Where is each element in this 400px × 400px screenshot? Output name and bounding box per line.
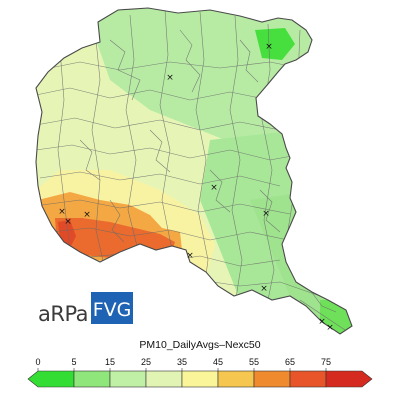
colorbar-tick-label: 25: [141, 357, 151, 367]
colorbar-segment: [253, 370, 291, 388]
colorbar-segment: [27, 370, 75, 388]
colorbar-tick-label: 65: [285, 357, 295, 367]
colorbar-tick-label: 55: [249, 357, 259, 367]
station-marker: ×: [64, 217, 72, 227]
colorbar-segment: [217, 370, 255, 388]
logo-fvg-box: FVG: [91, 292, 134, 324]
logo-arpa-text: aRPa: [38, 302, 89, 326]
high-alpine-zone: [255, 28, 295, 60]
colorbar-tick-label: 15: [105, 357, 115, 367]
colorbar-segment: [109, 370, 147, 388]
colorbar-segment: [145, 370, 183, 388]
station-marker: ×: [260, 284, 268, 294]
colorbar-ticks: 0 5 15 25 35 45 55 65 75: [35, 357, 331, 371]
colorbar-segment: [73, 370, 111, 388]
colorbar-tick-label: 0: [35, 357, 40, 367]
station-marker: ×: [83, 210, 91, 220]
colorbar-segments: [27, 370, 373, 388]
colorbar-tick-label: 35: [177, 357, 187, 367]
station-markers: × × × × × × × × × × ×: [58, 42, 334, 333]
station-marker: ×: [265, 42, 273, 52]
station-marker: ×: [58, 207, 66, 217]
station-marker: ×: [210, 183, 218, 193]
station-marker: ×: [186, 251, 194, 261]
arpa-fvg-logo: aRPa FVG: [38, 292, 134, 326]
colorbar-segment: [181, 370, 219, 388]
station-marker: ×: [326, 323, 334, 333]
station-marker: ×: [166, 73, 174, 83]
colorbar-title: PM10_DailyAvgs–Nexc50: [139, 339, 261, 351]
colorbar-tick-label: 45: [213, 357, 223, 367]
colorbar-tick-label: 5: [71, 357, 76, 367]
station-marker: ×: [262, 209, 270, 219]
colorbar-segment: [289, 370, 327, 388]
colorbar-segment: [325, 370, 373, 388]
colorbar-tick-label: 75: [321, 357, 331, 367]
station-marker: ×: [318, 317, 326, 327]
